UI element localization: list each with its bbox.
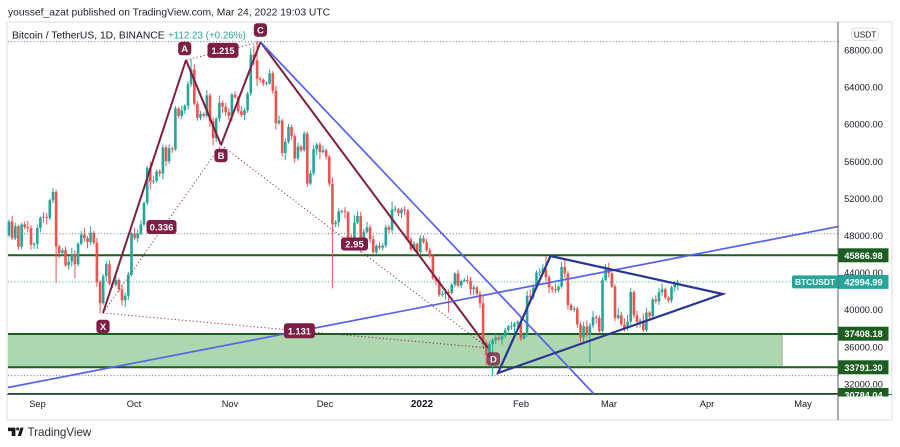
svg-text:0.336: 0.336 <box>150 222 174 233</box>
svg-text:Sep: Sep <box>29 399 46 409</box>
svg-text:60000.00: 60000.00 <box>844 120 883 130</box>
svg-text:B: B <box>218 151 225 162</box>
svg-text:42994.99: 42994.99 <box>844 277 882 287</box>
svg-text:D: D <box>490 354 497 365</box>
svg-text:33791.30: 33791.30 <box>844 363 882 373</box>
svg-text:Oct: Oct <box>127 399 142 409</box>
svg-text:USDT: USDT <box>854 30 877 40</box>
svg-text:2022: 2022 <box>411 399 434 410</box>
svg-text:36000.00: 36000.00 <box>844 342 883 352</box>
svg-text:Mar: Mar <box>601 399 617 409</box>
svg-text:youssef_azat published on Trad: youssef_azat published on TradingView.co… <box>8 8 331 19</box>
svg-text:68000.00: 68000.00 <box>844 46 883 56</box>
svg-text:Dec: Dec <box>317 399 334 409</box>
svg-text:30784.04: 30784.04 <box>844 391 883 401</box>
svg-text:TradingView: TradingView <box>28 426 92 439</box>
svg-text:X: X <box>100 322 107 333</box>
svg-text:56000.00: 56000.00 <box>844 157 883 167</box>
svg-text:Feb: Feb <box>513 399 529 409</box>
svg-text:48000.00: 48000.00 <box>844 231 883 241</box>
svg-text:2.95: 2.95 <box>345 239 364 250</box>
svg-text:Nov: Nov <box>222 399 239 409</box>
svg-text:37408.18: 37408.18 <box>844 329 882 339</box>
svg-text:Apr: Apr <box>700 399 714 409</box>
svg-text:1.131: 1.131 <box>288 326 311 336</box>
svg-text:45866.98: 45866.98 <box>844 251 882 261</box>
svg-text:40000.00: 40000.00 <box>844 305 883 315</box>
svg-text:BTCUSDT: BTCUSDT <box>795 277 836 287</box>
svg-text:C: C <box>257 25 264 36</box>
svg-text:52000.00: 52000.00 <box>844 194 883 204</box>
svg-text:A: A <box>181 44 188 55</box>
svg-text:1.215: 1.215 <box>212 46 235 56</box>
svg-text:Bitcoin / TetherUS, 1D, BINANC: Bitcoin / TetherUS, 1D, BINANCE <box>12 30 165 41</box>
svg-text:May: May <box>794 399 812 409</box>
svg-text:32000.00: 32000.00 <box>844 379 883 389</box>
svg-text:+112.23 (+0.26%): +112.23 (+0.26%) <box>168 30 246 41</box>
svg-text:44000.00: 44000.00 <box>844 268 883 278</box>
svg-text:64000.00: 64000.00 <box>844 83 883 93</box>
